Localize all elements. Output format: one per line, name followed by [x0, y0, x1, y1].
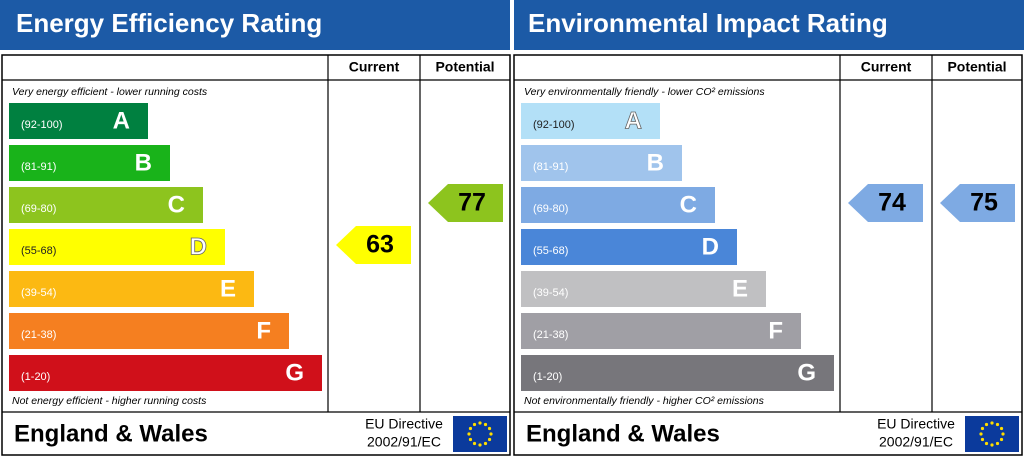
eu-flag — [965, 416, 1019, 452]
band-range: (1-20) — [533, 371, 562, 383]
rating-value: 75 — [970, 189, 998, 217]
rating-value: 74 — [878, 189, 906, 217]
bottom-note: Not energy efficient - higher running co… — [12, 395, 207, 407]
band-letter: B — [135, 149, 152, 176]
band-range: (39-54) — [21, 287, 56, 299]
eu-star — [483, 441, 488, 446]
band-letter: A — [113, 107, 130, 134]
column-header: Potential — [947, 59, 1006, 75]
rating-value: 77 — [458, 189, 486, 217]
eu-star — [999, 437, 1004, 442]
eu-star — [483, 422, 488, 427]
rating-arrow — [336, 226, 411, 264]
band-range: (1-20) — [21, 371, 50, 383]
band-letter: C — [680, 191, 697, 218]
eu-star — [478, 421, 482, 425]
rating-band — [521, 313, 801, 349]
top-note: Very energy efficient - lower running co… — [12, 86, 208, 98]
eu-star — [487, 437, 492, 442]
rating-value: 63 — [366, 231, 394, 259]
eu-star — [489, 432, 493, 436]
column-header: Current — [861, 59, 912, 75]
eu-star — [1001, 432, 1005, 436]
rating-band — [521, 145, 682, 181]
eu-star — [980, 437, 985, 442]
band-range: (81-91) — [533, 161, 568, 173]
rating-arrow — [428, 184, 503, 222]
band-letter: D — [702, 233, 719, 260]
rating-arrow — [940, 184, 1015, 222]
band-letter: C — [168, 191, 185, 218]
rating-band — [9, 103, 148, 139]
eu-star — [995, 422, 1000, 427]
rating-band — [9, 229, 225, 265]
eu-star — [472, 422, 477, 427]
rating-band — [9, 145, 170, 181]
rating-band — [521, 229, 737, 265]
panel-title: Energy Efficiency Rating — [16, 8, 322, 38]
directive-line: EU Directive — [365, 416, 443, 432]
eu-star — [468, 437, 473, 442]
eu-star — [980, 426, 985, 431]
rating-arrow — [848, 184, 923, 222]
band-letter: A — [625, 107, 642, 134]
band-range: (21-38) — [21, 329, 56, 341]
directive-line: 2002/91/EC — [367, 434, 441, 450]
eu-star — [979, 432, 983, 436]
band-letter: E — [732, 275, 748, 302]
directive-line: EU Directive — [877, 416, 955, 432]
eu-star — [999, 426, 1004, 431]
band-letter: D — [190, 233, 207, 260]
eu-star — [467, 432, 471, 436]
panel-title: Environmental Impact Rating — [528, 8, 888, 38]
rating-band — [521, 355, 834, 391]
top-note: Very environmentally friendly - lower CO… — [524, 86, 765, 98]
band-range: (69-80) — [533, 203, 568, 215]
title-bar — [0, 0, 510, 50]
band-range: (55-68) — [21, 245, 56, 257]
band-range: (69-80) — [21, 203, 56, 215]
band-letter: F — [256, 317, 271, 344]
band-letter: E — [220, 275, 236, 302]
band-letter: G — [285, 359, 304, 386]
bottom-note: Not environmentally friendly - higher CO… — [524, 395, 765, 407]
eu-star — [984, 422, 989, 427]
title-bar — [514, 0, 1024, 50]
rating-band — [521, 271, 766, 307]
directive-line: 2002/91/EC — [879, 434, 953, 450]
eu-star — [990, 443, 994, 447]
eu-star — [487, 426, 492, 431]
eu-star — [995, 441, 1000, 446]
eu-star — [984, 441, 989, 446]
eu-star — [468, 426, 473, 431]
rating-band — [521, 187, 715, 223]
rating-band — [9, 187, 203, 223]
band-range: (92-100) — [21, 119, 63, 131]
band-letter: G — [797, 359, 816, 386]
eu-star — [472, 441, 477, 446]
column-header: Current — [349, 59, 400, 75]
rating-band — [9, 355, 322, 391]
eu-star — [478, 443, 482, 447]
band-letter: F — [768, 317, 783, 344]
band-range: (81-91) — [21, 161, 56, 173]
rating-band — [521, 103, 660, 139]
footer-region: England & Wales — [526, 420, 720, 447]
band-range: (55-68) — [533, 245, 568, 257]
eu-flag — [453, 416, 507, 452]
band-letter: B — [647, 149, 664, 176]
rating-band — [9, 271, 254, 307]
footer-region: England & Wales — [14, 420, 208, 447]
column-header: Potential — [435, 59, 494, 75]
rating-band — [9, 313, 289, 349]
band-range: (21-38) — [533, 329, 568, 341]
band-range: (39-54) — [533, 287, 568, 299]
eu-star — [990, 421, 994, 425]
band-range: (92-100) — [533, 119, 575, 131]
